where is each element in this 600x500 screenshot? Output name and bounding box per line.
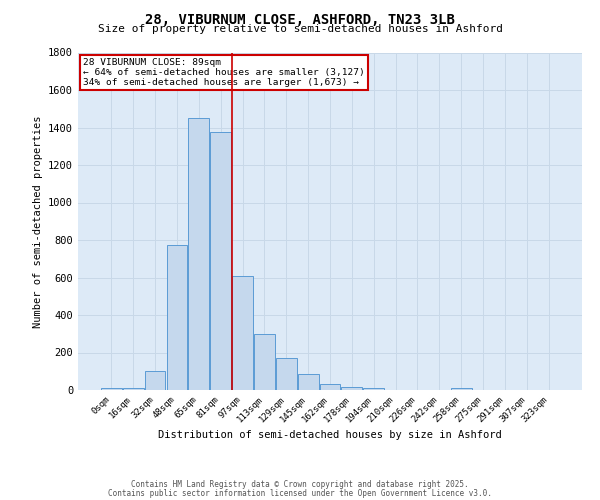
Bar: [167, 244, 187, 390]
Bar: [298, 374, 319, 390]
Bar: [232, 276, 253, 390]
Bar: [341, 387, 362, 390]
X-axis label: Distribution of semi-detached houses by size in Ashford: Distribution of semi-detached houses by …: [158, 430, 502, 440]
Bar: [254, 334, 275, 390]
Bar: [276, 358, 296, 390]
Bar: [210, 132, 231, 390]
Bar: [451, 388, 472, 390]
Y-axis label: Number of semi-detached properties: Number of semi-detached properties: [32, 115, 43, 328]
Bar: [123, 388, 143, 390]
Text: Contains HM Land Registry data © Crown copyright and database right 2025.: Contains HM Land Registry data © Crown c…: [131, 480, 469, 489]
Bar: [364, 388, 384, 390]
Text: 28, VIBURNUM CLOSE, ASHFORD, TN23 3LB: 28, VIBURNUM CLOSE, ASHFORD, TN23 3LB: [145, 12, 455, 26]
Text: Size of property relative to semi-detached houses in Ashford: Size of property relative to semi-detach…: [97, 24, 503, 34]
Text: 28 VIBURNUM CLOSE: 89sqm
← 64% of semi-detached houses are smaller (3,127)
34% o: 28 VIBURNUM CLOSE: 89sqm ← 64% of semi-d…: [83, 58, 365, 88]
Bar: [101, 388, 122, 390]
Bar: [145, 371, 166, 390]
Bar: [320, 384, 340, 390]
Bar: [188, 118, 209, 390]
Text: Contains public sector information licensed under the Open Government Licence v3: Contains public sector information licen…: [108, 488, 492, 498]
